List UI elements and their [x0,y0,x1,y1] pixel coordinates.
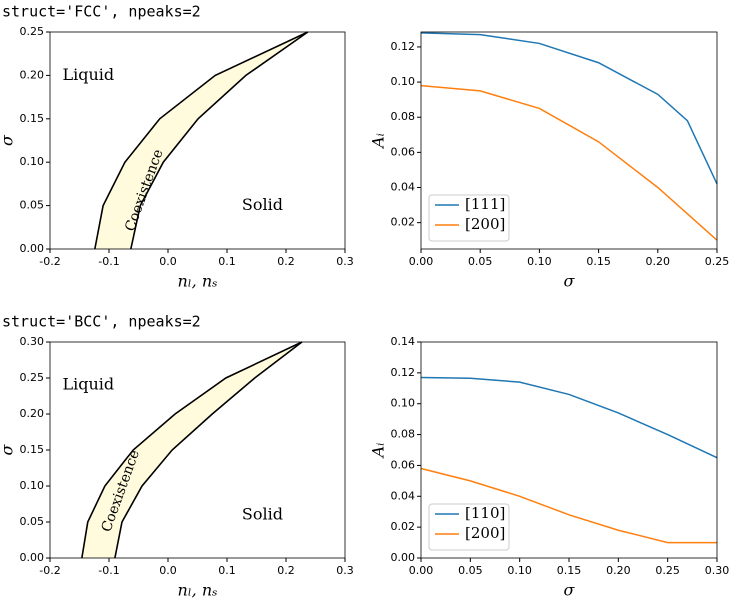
y-tick-label: 0.25 [20,371,45,384]
curve [420,467,717,544]
y-tick-label: 0.12 [391,40,416,53]
curve [114,341,303,559]
x-axis-label: σ [564,272,576,291]
x-tick-label: 0.05 [458,564,483,577]
y-tick-label: 0.20 [20,68,45,81]
x-tick-label: 0.15 [557,564,582,577]
curve [420,84,718,241]
x-tick-label: 0.25 [655,564,680,577]
curve [81,341,303,559]
plot-frame [49,31,346,250]
y-tick-label: 0.08 [391,110,416,123]
x-tick-label: 0.2 [277,255,295,268]
curve [420,376,718,459]
x-tick-label: 0.25 [705,255,730,268]
curve [420,32,718,185]
plot-frame [420,31,718,250]
x-tick-label: 0.00 [409,564,434,577]
x-tick-label: 0.10 [507,564,532,577]
y-tick-label: 0.00 [391,551,416,564]
annotation: Liquid [63,375,115,394]
y-tick-label: 0.12 [391,366,416,379]
y-tick-label: 0.14 [391,335,416,348]
x-tick-label: 0.2 [277,564,295,577]
y-axis-label: Aᵢ [369,133,388,150]
y-tick-label: 0.10 [20,155,45,168]
y-tick-label: 0.10 [391,397,416,410]
y-tick-label: 0.08 [391,428,416,441]
y-tick-label: 0.05 [20,199,45,212]
x-tick-label: -0.1 [98,255,119,268]
x-tick-label: 0.15 [586,255,611,268]
annotation: Solid [242,504,283,523]
coexistence-region [94,32,308,249]
y-tick-label: 0.15 [20,443,45,456]
legend-box [428,503,510,551]
section-title: struct='BCC', npeaks=2 [2,313,201,331]
x-tick-label: 0.0 [159,255,177,268]
curve [130,31,309,250]
x-axis-label: σ [564,581,576,600]
y-tick-label: 0.00 [20,551,45,564]
x-tick-label: -0.1 [98,564,119,577]
x-axis-label: nₗ, nₛ [177,272,217,291]
x-tick-label: 0.1 [218,564,236,577]
y-tick-label: 0.04 [391,181,416,194]
y-tick-label: 0.15 [20,112,45,125]
legend-box [428,194,510,242]
y-tick-label: 0.10 [20,479,45,492]
y-tick-label: 0.00 [20,242,45,255]
x-tick-label: -0.2 [39,255,60,268]
y-tick-label: 0.25 [20,25,45,38]
x-tick-label: 0.20 [646,255,671,268]
x-tick-label: 0.0 [159,564,177,577]
y-tick-label: 0.06 [391,145,416,158]
y-axis-label: σ [0,443,17,455]
x-tick-label: 0.05 [468,255,493,268]
curve [94,31,309,250]
coexistence-region [81,342,302,558]
x-tick-label: 0.3 [336,255,354,268]
legend-label: [200] [465,524,505,542]
y-tick-label: 0.02 [391,520,416,533]
y-axis-label: σ [0,134,17,146]
annotation: Solid [242,195,283,214]
x-axis-label: nₗ, nₛ [177,581,217,600]
x-tick-label: 0.00 [409,255,434,268]
legend-label: [200] [465,215,505,233]
legend-label: [110] [465,504,505,522]
y-tick-label: 0.10 [391,75,416,88]
y-tick-label: 0.02 [391,216,416,229]
x-tick-label: 0.10 [527,255,552,268]
y-axis-label: Aᵢ [369,443,388,460]
legend-label: [111] [465,195,505,213]
annotation: Liquid [63,65,115,84]
x-tick-label: 0.3 [336,564,354,577]
y-tick-label: 0.05 [20,515,45,528]
y-tick-label: 0.20 [20,407,45,420]
y-tick-label: 0.06 [391,458,416,471]
x-tick-label: 0.1 [218,255,236,268]
x-tick-label: 0.30 [705,564,730,577]
y-tick-label: 0.30 [20,335,45,348]
y-tick-label: 0.04 [391,489,416,502]
section-title: struct='FCC', npeaks=2 [2,3,201,21]
x-tick-label: -0.2 [39,564,60,577]
x-tick-label: 0.20 [606,564,631,577]
